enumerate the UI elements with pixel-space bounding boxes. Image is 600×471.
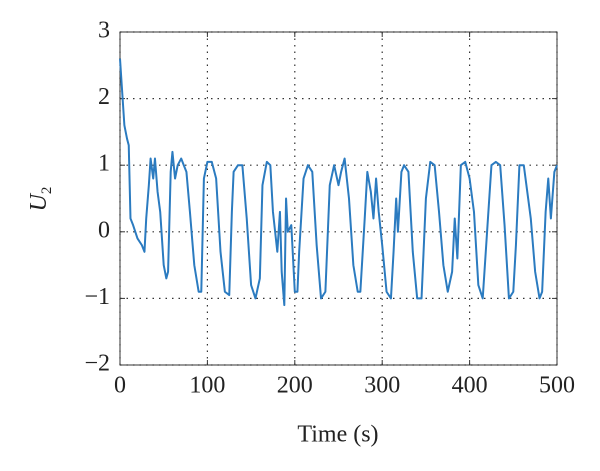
y-axis-label-sub: 2 (39, 187, 55, 195)
y-tick-label: −1 (84, 284, 110, 310)
y-tick-label: 1 (98, 151, 110, 177)
x-tick-label: 100 (189, 373, 225, 399)
x-tick-label: 200 (277, 373, 313, 399)
plot-frame (119, 31, 558, 366)
data-line (119, 58, 558, 307)
y-tick-label: −2 (84, 351, 110, 377)
y-tick-label: 3 (98, 18, 110, 44)
y-tick-label: 0 (98, 217, 110, 243)
y-tick-label: 2 (98, 84, 110, 110)
y-axis-label: U2 (26, 187, 56, 212)
x-tick-label: 300 (364, 373, 400, 399)
x-tick-label: 400 (452, 373, 488, 399)
y-axis-label-main: U (26, 192, 52, 211)
x-axis-label: Time (s) (297, 422, 378, 448)
x-tick-label: 0 (114, 373, 126, 399)
x-tick-label: 500 (539, 373, 575, 399)
